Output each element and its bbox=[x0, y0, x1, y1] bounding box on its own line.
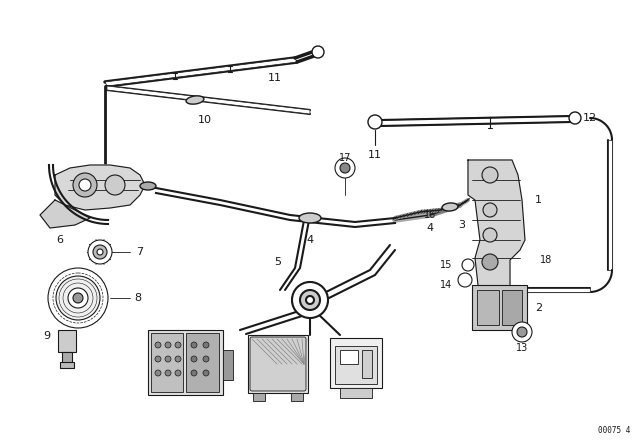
Bar bbox=[330, 338, 382, 388]
Text: 11: 11 bbox=[268, 73, 282, 83]
Bar bbox=[477, 290, 499, 325]
Circle shape bbox=[203, 370, 209, 376]
Circle shape bbox=[155, 370, 161, 376]
Circle shape bbox=[512, 322, 532, 342]
Ellipse shape bbox=[442, 203, 458, 211]
Circle shape bbox=[165, 356, 171, 362]
Text: 12: 12 bbox=[583, 113, 597, 123]
Bar bbox=[58, 330, 76, 352]
Bar bbox=[62, 352, 72, 364]
Circle shape bbox=[105, 175, 125, 195]
Text: 3: 3 bbox=[458, 220, 465, 230]
Text: 11: 11 bbox=[368, 150, 382, 160]
Bar bbox=[340, 350, 358, 364]
Text: 1: 1 bbox=[535, 195, 542, 205]
Circle shape bbox=[79, 179, 91, 191]
Text: 14: 14 bbox=[440, 280, 452, 290]
Circle shape bbox=[175, 370, 181, 376]
Bar bbox=[253, 393, 265, 401]
Polygon shape bbox=[107, 86, 310, 114]
Circle shape bbox=[175, 342, 181, 348]
Circle shape bbox=[306, 296, 314, 304]
FancyBboxPatch shape bbox=[250, 337, 306, 391]
Circle shape bbox=[483, 203, 497, 217]
Text: 13: 13 bbox=[516, 343, 528, 353]
Ellipse shape bbox=[186, 96, 204, 104]
Text: 4: 4 bbox=[426, 223, 433, 233]
Circle shape bbox=[165, 342, 171, 348]
Text: 4: 4 bbox=[307, 235, 314, 245]
Polygon shape bbox=[380, 116, 572, 126]
Circle shape bbox=[482, 254, 498, 270]
Text: 17: 17 bbox=[339, 153, 351, 163]
Text: 5: 5 bbox=[275, 257, 282, 267]
Polygon shape bbox=[49, 165, 108, 224]
Circle shape bbox=[191, 342, 197, 348]
Circle shape bbox=[155, 356, 161, 362]
Bar bbox=[340, 388, 372, 398]
Text: 9: 9 bbox=[43, 331, 50, 341]
Bar bbox=[291, 393, 303, 401]
Text: 10: 10 bbox=[198, 115, 212, 125]
Circle shape bbox=[482, 167, 498, 183]
Bar bbox=[502, 290, 522, 325]
Polygon shape bbox=[40, 200, 90, 228]
Circle shape bbox=[73, 293, 83, 303]
Text: 15: 15 bbox=[440, 260, 452, 270]
Bar bbox=[472, 285, 527, 330]
Bar bbox=[362, 350, 372, 378]
Circle shape bbox=[165, 370, 171, 376]
Circle shape bbox=[48, 268, 108, 328]
Bar bbox=[148, 330, 223, 395]
Circle shape bbox=[517, 327, 527, 337]
Bar bbox=[186, 333, 219, 392]
Polygon shape bbox=[508, 288, 590, 292]
Text: 18: 18 bbox=[540, 255, 552, 265]
Circle shape bbox=[312, 46, 324, 58]
Ellipse shape bbox=[299, 213, 321, 223]
Circle shape bbox=[340, 163, 350, 173]
Circle shape bbox=[483, 228, 497, 242]
Circle shape bbox=[300, 290, 320, 310]
Polygon shape bbox=[608, 140, 612, 270]
Circle shape bbox=[93, 245, 107, 259]
Text: 00075 4: 00075 4 bbox=[598, 426, 630, 435]
Bar bbox=[151, 333, 183, 392]
Bar bbox=[60, 362, 74, 368]
Ellipse shape bbox=[140, 182, 156, 190]
Text: 8: 8 bbox=[134, 293, 141, 303]
Circle shape bbox=[56, 276, 100, 320]
Circle shape bbox=[569, 112, 581, 124]
Bar bbox=[223, 350, 233, 380]
Circle shape bbox=[155, 342, 161, 348]
Circle shape bbox=[97, 249, 103, 255]
Circle shape bbox=[203, 342, 209, 348]
Circle shape bbox=[368, 115, 382, 129]
Circle shape bbox=[191, 356, 197, 362]
Polygon shape bbox=[468, 160, 525, 298]
Circle shape bbox=[462, 259, 474, 271]
Text: 2: 2 bbox=[535, 303, 542, 313]
Circle shape bbox=[191, 370, 197, 376]
Circle shape bbox=[458, 273, 472, 287]
Text: 6: 6 bbox=[56, 235, 63, 245]
Circle shape bbox=[335, 158, 355, 178]
Circle shape bbox=[292, 282, 328, 318]
Circle shape bbox=[175, 356, 181, 362]
Circle shape bbox=[203, 356, 209, 362]
Polygon shape bbox=[156, 188, 395, 227]
Bar bbox=[248, 335, 308, 393]
Bar bbox=[335, 346, 377, 384]
Circle shape bbox=[73, 173, 97, 197]
Text: 16: 16 bbox=[424, 210, 436, 220]
Polygon shape bbox=[105, 58, 297, 86]
Circle shape bbox=[88, 240, 112, 264]
Polygon shape bbox=[55, 165, 145, 210]
Text: 7: 7 bbox=[136, 247, 143, 257]
Circle shape bbox=[68, 288, 88, 308]
